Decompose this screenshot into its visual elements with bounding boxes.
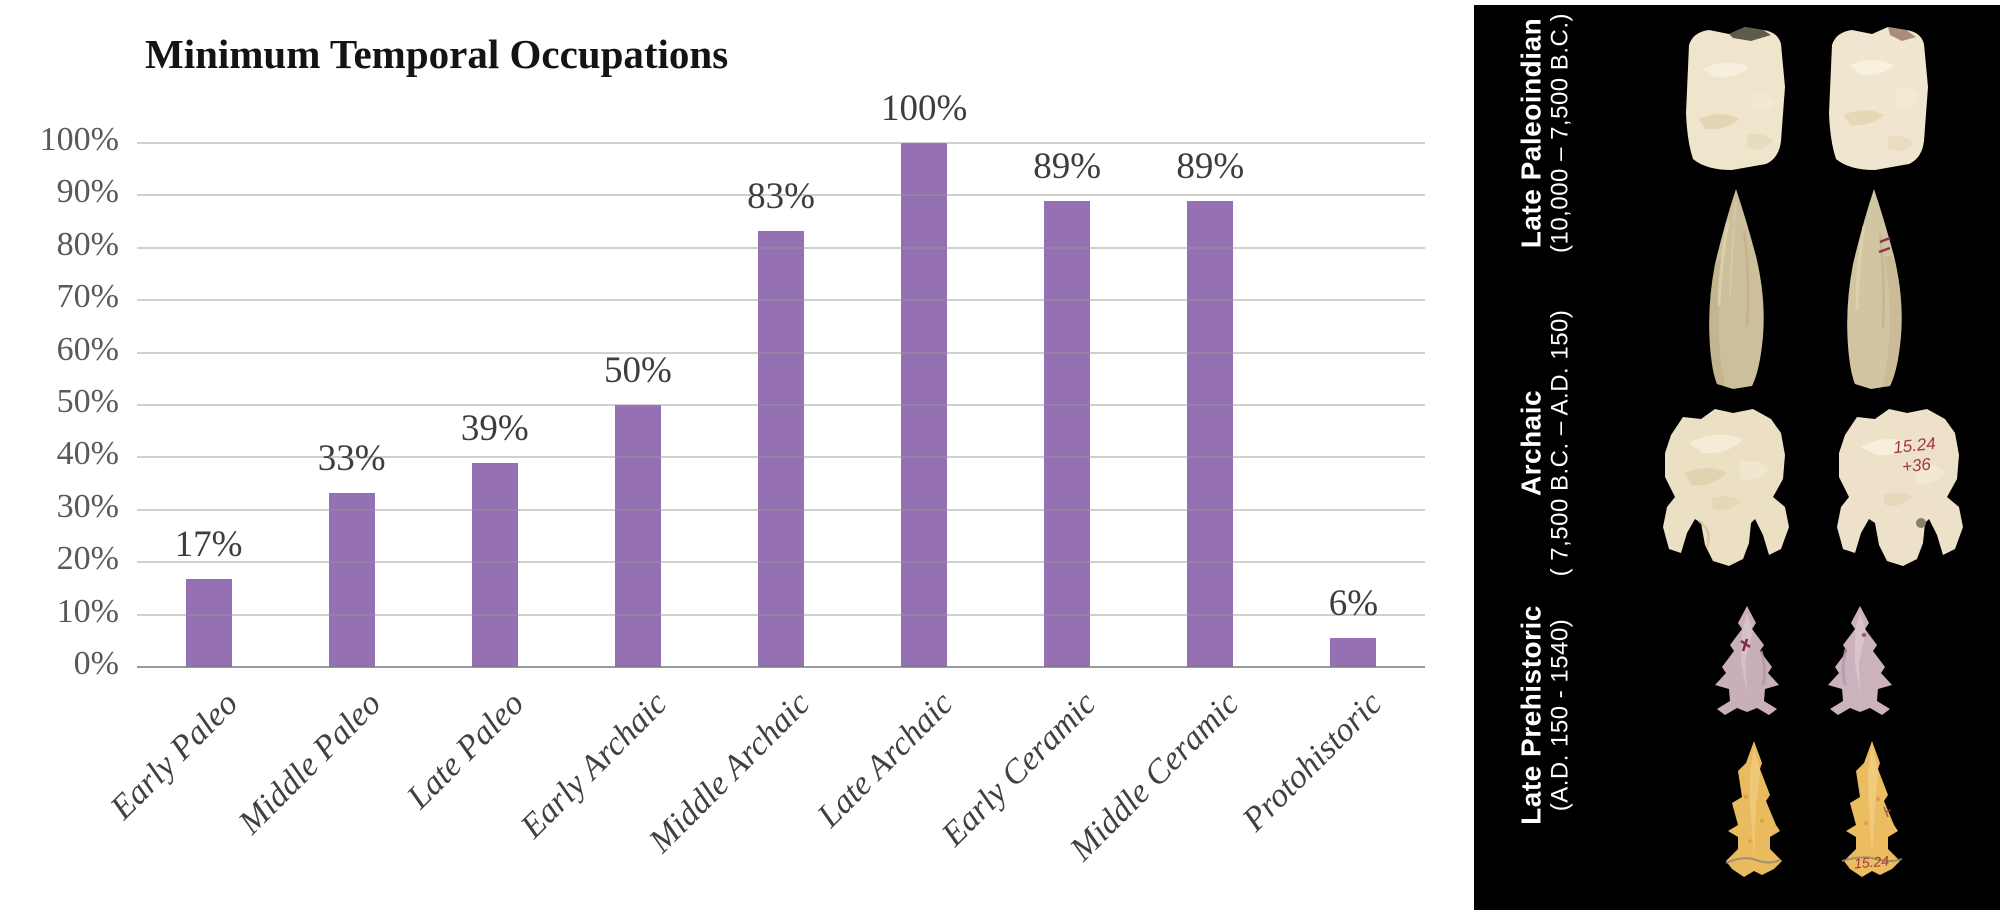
gridline-90 (137, 194, 1425, 197)
bar-value-label: 100% (880, 88, 968, 129)
bar-middle-ceramic (1187, 201, 1234, 667)
notched-dart-point-photo-left (1663, 409, 1789, 566)
y-tick-label: 90% (56, 173, 119, 211)
notched-dart-point-photo-right: 15.24 +36 (1837, 409, 1963, 566)
end-scraper-photo-left (1686, 27, 1785, 170)
gridline-40 (137, 456, 1425, 459)
bar-early-ceramic (1044, 201, 1091, 667)
bar-early-paleo (185, 579, 232, 667)
end-scraper-photo-right (1829, 27, 1928, 170)
bar-middle-archaic (758, 230, 804, 667)
red-catalog-mark (1740, 638, 1751, 652)
lanceolate-point-photo-left (1709, 189, 1764, 389)
bar-late-archaic (901, 143, 948, 667)
lanceolate-point-photo-right (1847, 189, 1902, 389)
chart-title: Minimum Temporal Occupations (145, 31, 729, 77)
bar-value-label: 6% (1328, 582, 1379, 624)
bar-value-label: 89% (1176, 146, 1245, 188)
gridline-10 (137, 613, 1425, 616)
side-notched-arrow-point-photo-right (1828, 606, 1892, 715)
bar-value-label: 89% (1033, 146, 1102, 188)
y-tick-label: 50% (56, 383, 119, 420)
red-catalog-number: 15.24 (1892, 434, 1936, 457)
y-tick-label: 30% (56, 487, 119, 525)
bar-value-label: 83% (747, 175, 815, 217)
bar-early-archaic (614, 405, 661, 667)
bar-value-label: 33% (317, 437, 386, 479)
gridline-20 (137, 561, 1425, 564)
y-tick-label: 100% (39, 121, 119, 158)
period-name: Late Prehistoric (1515, 605, 1547, 825)
gridline-80 (137, 246, 1425, 249)
gridline-50 (137, 404, 1425, 406)
gridline-100 (137, 142, 1425, 144)
gridline-0 (137, 666, 1425, 668)
section-label-late-prehistoric: Late Prehistoric (A.D. 150 - 1540) (1516, 500, 1575, 915)
red-catalog-mark (1878, 236, 1891, 254)
y-tick-label: 0% (73, 645, 119, 682)
y-tick-label: 70% (56, 278, 119, 316)
y-tick-label: 40% (56, 435, 119, 473)
bar-value-label: 17% (174, 524, 243, 566)
artifact-panel: Late Paleoindian (10,000 – 7,500 B.C.) A… (1474, 5, 2000, 910)
period-date-range: (A.D. 150 - 1540) (1546, 618, 1574, 812)
y-tick-label: 10% (56, 592, 119, 630)
gridline-30 (137, 508, 1425, 511)
y-tick-label: 80% (56, 225, 119, 263)
bar-protohistoric (1330, 637, 1377, 667)
bar-chart: Minimum Temporal Occupations 17% Early Pa… (39, 31, 1425, 868)
stemmed-arrow-point-photo-right: 15.24 (1841, 741, 1903, 877)
gridline-70 (137, 299, 1425, 302)
y-tick-label: 60% (56, 330, 119, 368)
red-catalog-number: +36 (1901, 455, 1932, 477)
y-tick-label: 20% (56, 540, 119, 578)
bar-value-label: 50% (603, 350, 672, 391)
side-notched-arrow-point-photo-left (1715, 606, 1779, 715)
gridline-60 (137, 351, 1425, 354)
bar-value-label: 39% (460, 408, 529, 450)
bar-late-paleo (471, 463, 518, 667)
stemmed-arrow-point-photo-left (1725, 741, 1782, 877)
red-catalog-number: 15.24 (1853, 853, 1890, 872)
bar-middle-paleo (328, 492, 375, 667)
